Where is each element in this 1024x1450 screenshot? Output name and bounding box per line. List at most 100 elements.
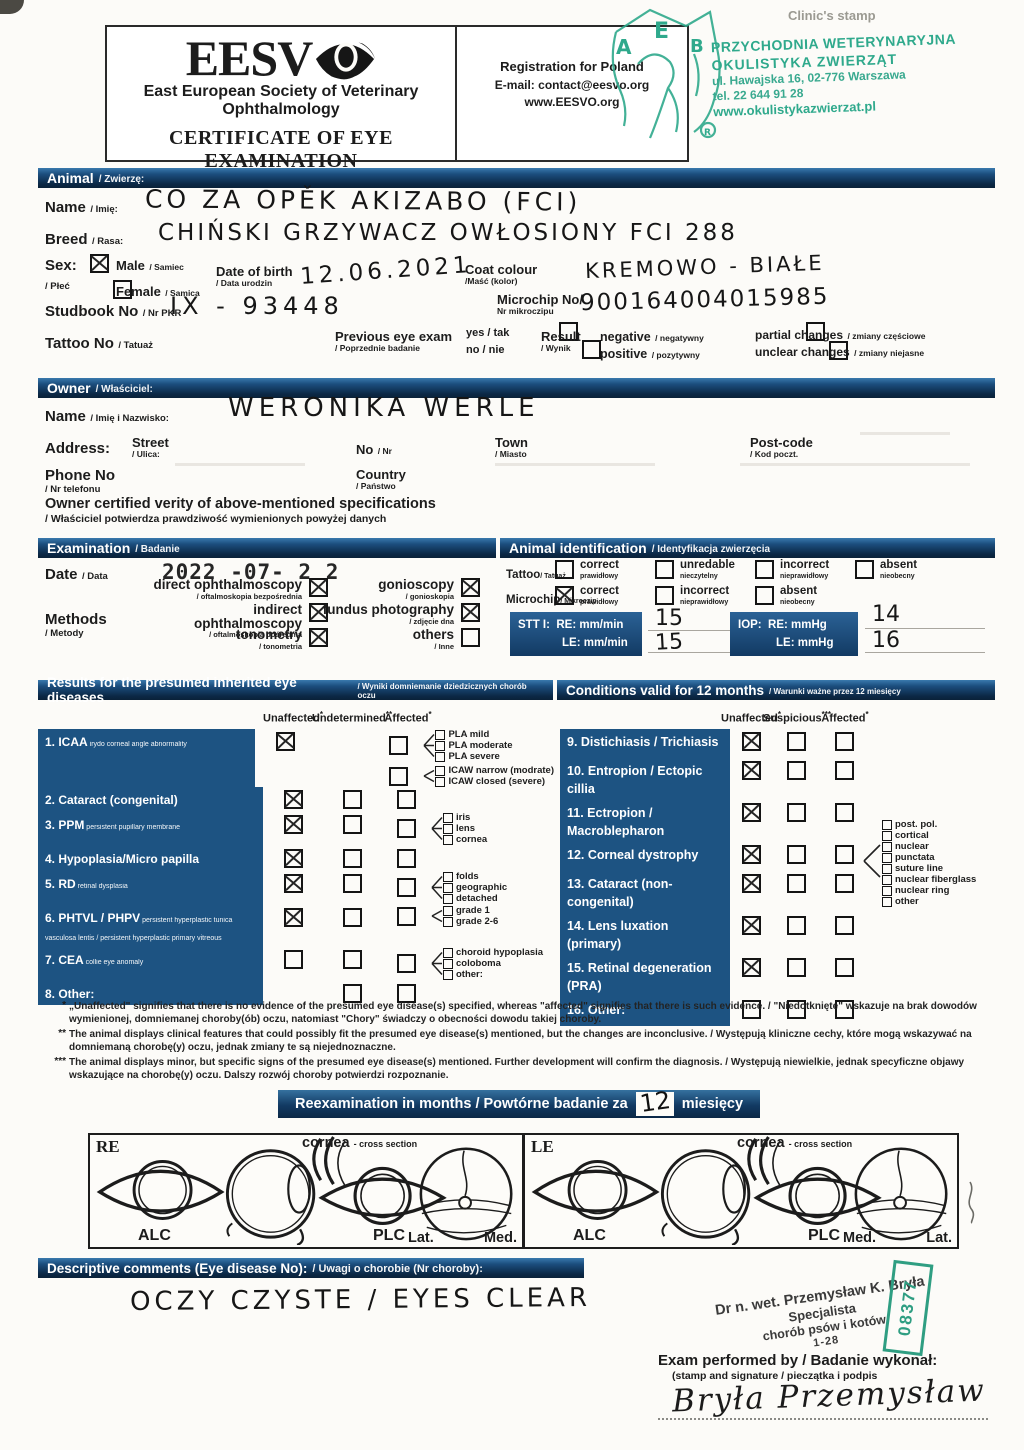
middle-checkbox[interactable]	[342, 874, 362, 893]
sub-option-checkbox[interactable]	[882, 830, 892, 841]
affected-checkbox[interactable]	[396, 819, 416, 838]
affected-checkbox[interactable]	[834, 732, 854, 751]
sub-option-checkbox[interactable]	[443, 958, 453, 969]
sub-option-checkbox[interactable]	[435, 729, 446, 740]
middle-checkbox[interactable]	[342, 950, 362, 969]
reexam-months-box[interactable]: 12	[635, 1086, 674, 1118]
iop-le-value[interactable]: 16	[872, 628, 900, 653]
affected-checkbox[interactable]	[396, 906, 416, 926]
affected-checkbox[interactable]	[834, 803, 854, 822]
method-checkbox[interactable]	[461, 578, 480, 597]
middle-checkbox[interactable]	[342, 790, 362, 809]
method-checkbox[interactable]	[309, 578, 328, 597]
town-field-line[interactable]	[495, 463, 655, 466]
sub-option-checkbox[interactable]	[435, 765, 446, 776]
unaffected-checkbox[interactable]	[283, 790, 303, 809]
sub-option-checkbox[interactable]	[882, 863, 892, 874]
middle-checkbox[interactable]	[786, 761, 806, 780]
unaffected-checkbox[interactable]	[283, 908, 303, 927]
sub-option-checkbox[interactable]	[882, 852, 892, 863]
unaffected-checkbox[interactable]	[741, 1000, 761, 1019]
microchip-id-option-checkbox[interactable]	[755, 586, 774, 605]
sub-option-checkbox[interactable]	[882, 874, 892, 885]
unaffected-checkbox[interactable]	[275, 732, 295, 751]
sub-option-checkbox[interactable]	[882, 819, 892, 830]
unaffected-checkbox[interactable]	[741, 958, 761, 977]
female-checkbox[interactable]	[113, 280, 133, 299]
dob-value[interactable]: 12.06.2021	[299, 252, 473, 290]
stt-re-value[interactable]: 15	[655, 606, 683, 631]
middle-checkbox[interactable]	[786, 1000, 806, 1019]
unaffected-checkbox[interactable]	[283, 950, 303, 969]
unaffected-checkbox[interactable]	[741, 732, 761, 751]
sub-option-checkbox[interactable]	[882, 896, 892, 907]
middle-checkbox[interactable]	[786, 803, 806, 822]
affected-checkbox[interactable]	[834, 1000, 854, 1019]
sub-option-checkbox[interactable]	[443, 905, 453, 916]
middle-checkbox[interactable]	[342, 815, 362, 834]
unaffected-checkbox[interactable]	[283, 849, 303, 868]
animal-name-value[interactable]: CO ZA OPĚK AKIZABO (FCI)	[144, 184, 582, 217]
sub-option-checkbox[interactable]	[443, 947, 453, 958]
male-checkbox[interactable]	[90, 254, 109, 273]
method-checkbox[interactable]	[309, 603, 328, 622]
unaffected-checkbox[interactable]	[741, 845, 761, 864]
method-checkbox[interactable]	[461, 628, 480, 647]
unaffected-checkbox[interactable]	[741, 803, 761, 822]
positive-checkbox[interactable]	[829, 341, 849, 360]
microchip-value[interactable]: 900164004015985	[579, 283, 830, 317]
affected-checkbox[interactable]	[388, 766, 408, 786]
animal-breed-value[interactable]: CHIŃSKI GRZYWACZ OWŁOSIONY FCI 288	[158, 220, 738, 246]
affected-checkbox[interactable]	[834, 958, 854, 977]
sub-option-checkbox[interactable]	[443, 834, 453, 845]
negative-checkbox[interactable]	[805, 322, 825, 341]
tattoo-id-option-checkbox[interactable]	[555, 560, 574, 579]
postcode-field-line2[interactable]	[740, 463, 970, 466]
middle-checkbox[interactable]	[342, 849, 362, 868]
comments-value[interactable]: OCZY CZYSTE / EYES CLEAR	[129, 1282, 592, 1318]
unaffected-checkbox[interactable]	[283, 815, 303, 834]
sub-option-checkbox[interactable]	[435, 776, 446, 787]
stt-le-value[interactable]: 15	[654, 629, 684, 656]
tattoo-id-option-checkbox[interactable]	[855, 560, 874, 579]
microchip-id-option-checkbox[interactable]	[655, 586, 674, 605]
sub-option-checkbox[interactable]	[443, 871, 453, 882]
sub-option-checkbox[interactable]	[443, 882, 453, 893]
affected-checkbox[interactable]	[834, 874, 854, 893]
tattoo-id-option-checkbox[interactable]	[755, 560, 774, 579]
sub-option-checkbox[interactable]	[443, 916, 453, 927]
studbook-value[interactable]: IX - 93448	[170, 292, 344, 320]
unaffected-checkbox[interactable]	[283, 874, 303, 893]
unaffected-checkbox[interactable]	[741, 761, 761, 780]
unaffected-checkbox[interactable]	[741, 916, 761, 935]
method-checkbox[interactable]	[461, 603, 480, 622]
affected-checkbox[interactable]	[396, 984, 416, 1003]
method-checkbox[interactable]	[309, 628, 328, 647]
owner-name-value[interactable]: WERONIKA WERLE	[228, 393, 540, 423]
affected-checkbox[interactable]	[834, 845, 854, 864]
unaffected-checkbox[interactable]	[741, 874, 761, 893]
prev-no-checkbox[interactable]	[582, 340, 602, 359]
sub-option-checkbox[interactable]	[435, 740, 446, 751]
middle-checkbox[interactable]	[786, 845, 806, 864]
tattoo-id-option-checkbox[interactable]	[655, 560, 674, 579]
affected-checkbox[interactable]	[396, 878, 416, 897]
postcode-field-line[interactable]	[860, 432, 950, 435]
sub-option-checkbox[interactable]	[443, 893, 453, 904]
affected-checkbox[interactable]	[834, 761, 854, 780]
sub-option-checkbox[interactable]	[882, 841, 892, 852]
middle-checkbox[interactable]	[786, 874, 806, 893]
middle-checkbox[interactable]	[786, 732, 806, 751]
affected-checkbox[interactable]	[834, 916, 854, 935]
street-field-line[interactable]	[175, 463, 305, 466]
sub-option-checkbox[interactable]	[882, 885, 892, 896]
middle-checkbox[interactable]	[342, 984, 362, 1003]
affected-checkbox[interactable]	[396, 790, 416, 809]
sub-option-checkbox[interactable]	[443, 812, 453, 823]
affected-checkbox[interactable]	[396, 954, 416, 973]
sub-option-checkbox[interactable]	[435, 751, 446, 762]
affected-checkbox[interactable]	[396, 849, 416, 868]
prev-yes-checkbox[interactable]	[558, 322, 578, 341]
microchip-id-option-checkbox[interactable]	[555, 586, 574, 605]
iop-re-value[interactable]: 14	[872, 602, 900, 627]
